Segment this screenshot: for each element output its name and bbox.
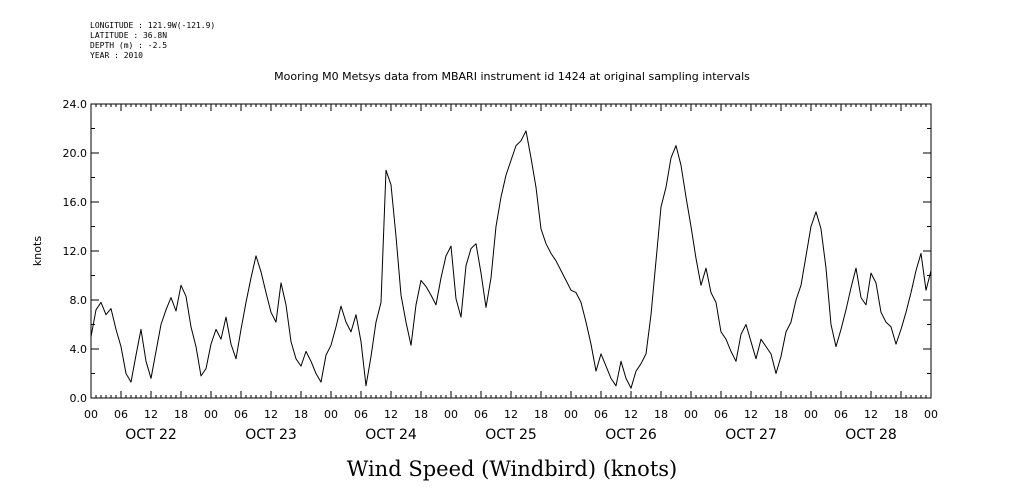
- chart-title: Mooring M0 Metsys data from MBARI instru…: [274, 70, 750, 83]
- axes: [90, 103, 932, 399]
- x-tick-label: 18: [654, 408, 668, 421]
- day-labels: OCT 22 OCT 23 OCT 24 OCT 25 OCT 26 OCT 27 OCT …: [125, 427, 897, 443]
- x-tick-label: 00: [324, 408, 338, 421]
- x-tick-label: 18: [414, 408, 428, 421]
- x-tick-label: 00: [924, 408, 938, 421]
- x-tick-label: 00: [564, 408, 578, 421]
- x-tick-label: 00: [84, 408, 98, 421]
- y-tick-label: 0.0: [70, 392, 88, 405]
- x-tick-label: 18: [294, 408, 308, 421]
- longitude-text: LONGITUDE : 121.9W(-121.9): [90, 21, 216, 30]
- plot-frame: [90, 103, 932, 399]
- y-tick-label: 16.0: [63, 196, 88, 209]
- x-tick-label: 18: [774, 408, 788, 421]
- day-label: OCT 24: [365, 427, 417, 443]
- y-tick-label: 20.0: [63, 147, 88, 160]
- x-tick-label: 12: [144, 408, 158, 421]
- y-tick-label: 12.0: [63, 245, 88, 258]
- x-tick-label: 18: [894, 408, 908, 421]
- tick-marks: [90, 103, 932, 399]
- x-tick-label: 00: [444, 408, 458, 421]
- day-label: OCT 27: [725, 427, 777, 443]
- y-tick-labels: 0.0 4.0 8.0 12.0 16.0 20.0 24.0: [63, 98, 88, 405]
- day-label: OCT 26: [605, 427, 657, 443]
- day-label: OCT 23: [245, 427, 297, 443]
- x-tick-label: 00: [204, 408, 218, 421]
- x-tick-label: 00: [684, 408, 698, 421]
- year-text: YEAR : 2010: [90, 51, 143, 60]
- x-tick-label: 06: [714, 408, 728, 421]
- x-tick-label: 12: [624, 408, 638, 421]
- x-tick-label: 12: [864, 408, 878, 421]
- latitude-text: LATITUDE : 36.8N: [90, 31, 168, 40]
- y-tick-label: 24.0: [63, 98, 88, 111]
- series-group: [90, 130, 932, 389]
- x-tick-label: 06: [594, 408, 608, 421]
- day-label: OCT 22: [125, 427, 177, 443]
- x-tick-label: 00: [804, 408, 818, 421]
- x-tick-label: 06: [354, 408, 368, 421]
- x-tick-label: 06: [234, 408, 248, 421]
- x-tick-label: 12: [744, 408, 758, 421]
- x-tick-label: 06: [114, 408, 128, 421]
- x-tick-label: 06: [834, 408, 848, 421]
- x-tick-label: 12: [504, 408, 518, 421]
- x-tick-label: 12: [384, 408, 398, 421]
- x-axis-title: Wind Speed (Windbird) (knots): [347, 457, 677, 481]
- day-label: OCT 28: [845, 427, 897, 443]
- y-tick-label: 8.0: [70, 294, 88, 307]
- depth-text: DEPTH (m) : -2.5: [90, 41, 168, 50]
- x-tick-label: 06: [474, 408, 488, 421]
- x-tick-label: 18: [174, 408, 188, 421]
- series-line-wind-speed: [90, 130, 932, 389]
- metadata-block: LONGITUDE : 121.9W(-121.9) LATITUDE : 36…: [90, 21, 215, 61]
- y-axis-label: knots: [31, 236, 44, 266]
- day-label: OCT 25: [485, 427, 537, 443]
- y-tick-label: 4.0: [70, 343, 88, 356]
- x-tick-label: 12: [264, 408, 278, 421]
- x-tick-label: 18: [534, 408, 548, 421]
- x-tick-labels: 00 06 12 18 00 06 12 18 00 06 12 18 00 06 12 18 00 06 12 18…: [84, 408, 938, 421]
